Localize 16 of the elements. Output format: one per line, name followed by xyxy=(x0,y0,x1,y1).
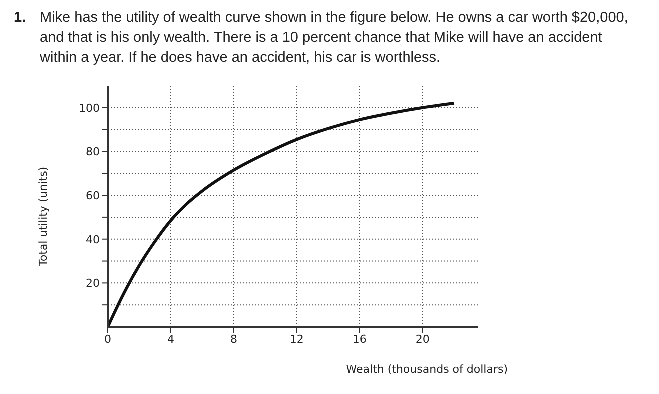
y-tick-label: 60 xyxy=(86,189,100,202)
chart-title: Mike has the utility of wealth curve shown in the figure below. He owns a car worth $20,000, and that is his only wealth. There is a 10 percent chance that Mike will have an accident within a year. If he does have an accident, his car is worthless. xyxy=(40,9,630,68)
line-series xyxy=(108,102,456,327)
x-tick-label: 0 xyxy=(104,332,112,346)
x-tick-label: 20 xyxy=(416,332,430,346)
y-tick-label: 20 xyxy=(86,277,100,290)
x-tick-label: 4 xyxy=(167,332,174,346)
y-tick-label: 100 xyxy=(79,102,100,115)
x-tick-label: 16 xyxy=(352,332,367,346)
y-tick-label: 80 xyxy=(86,146,100,159)
text: 1. xyxy=(14,9,28,28)
x-tick-label: 12 xyxy=(290,332,304,346)
y-tick-label: 40 xyxy=(86,233,100,246)
y-axis-title: Total utility (units) xyxy=(36,166,50,268)
x-tick-label: 8 xyxy=(230,332,238,346)
x-axis-title: Wealth (thousands of dollars) xyxy=(346,363,508,376)
